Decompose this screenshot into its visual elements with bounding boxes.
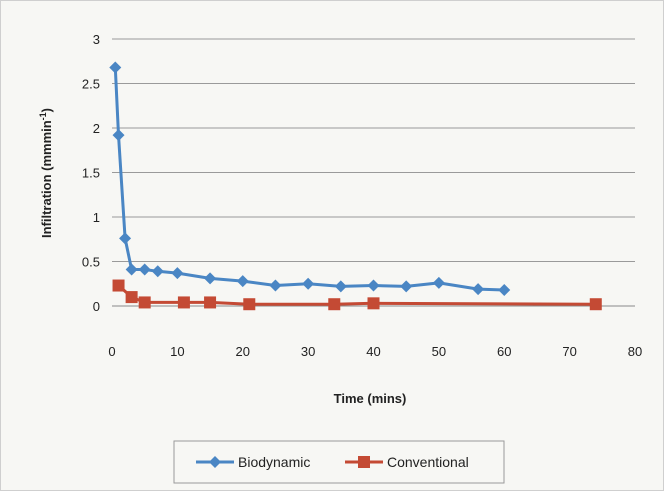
y-tick-label: 0 — [93, 299, 100, 314]
y-tick-label: 1.5 — [82, 166, 100, 181]
y-tick-label: 3 — [93, 32, 100, 47]
data-point — [367, 279, 380, 292]
y-axis-title-main: Infiltration (mmmin — [39, 120, 54, 238]
series-layer — [109, 61, 602, 311]
y-tick-label: 0.5 — [82, 255, 100, 270]
legend-label-conventional: Conventional — [387, 454, 469, 470]
legend-item-biodynamic: Biodynamic — [196, 454, 310, 470]
data-point — [269, 279, 282, 292]
x-tick-label: 60 — [497, 344, 511, 359]
data-point — [138, 296, 151, 309]
data-point — [328, 298, 341, 311]
legend-label-biodynamic: Biodynamic — [238, 454, 310, 470]
data-point — [243, 298, 256, 311]
series-line-biodynamic — [113, 67, 505, 292]
y-tick-label: 1 — [93, 210, 100, 225]
data-point — [204, 296, 217, 309]
x-tick-label: 30 — [301, 344, 315, 359]
data-point — [112, 129, 125, 142]
data-point — [125, 263, 138, 276]
y-tick-label: 2.5 — [82, 77, 100, 92]
data-point — [400, 280, 413, 293]
y-tick-label: 2 — [93, 121, 100, 136]
legend-marker-biodynamic — [209, 456, 221, 468]
y-axis-title-superscript: -1 — [38, 112, 48, 120]
data-point — [334, 280, 347, 293]
data-point — [177, 296, 190, 309]
data-point — [112, 279, 125, 292]
gridlines — [112, 38, 635, 262]
x-tick-labels: 0 10 20 30 40 50 60 70 80 — [108, 344, 642, 359]
x-tick-label: 20 — [236, 344, 250, 359]
y-axis-title-close: ) — [39, 108, 54, 112]
data-point — [498, 283, 511, 296]
x-tick-label: 80 — [628, 344, 642, 359]
series-biodynamic — [109, 61, 511, 296]
x-tick-label: 40 — [366, 344, 380, 359]
series-line-conventional — [117, 284, 596, 306]
data-point — [119, 232, 132, 245]
legend-marker-conventional — [358, 456, 370, 468]
data-point — [367, 297, 380, 310]
data-point — [125, 291, 138, 304]
x-tick-label: 0 — [108, 344, 115, 359]
data-point — [204, 272, 217, 285]
x-tick-label: 70 — [562, 344, 576, 359]
x-tick-label: 10 — [170, 344, 184, 359]
data-point — [151, 265, 164, 278]
legend: Biodynamic Conventional — [173, 440, 505, 484]
y-axis-title: Infiltration (mmmin-1) — [38, 108, 54, 238]
data-point — [472, 283, 485, 296]
series-conventional — [112, 279, 602, 311]
legend-item-conventional: Conventional — [345, 454, 469, 470]
x-axis-title: Time (mins) — [334, 391, 407, 406]
data-point — [138, 263, 151, 276]
data-point — [432, 276, 445, 289]
y-tick-labels: 0 0.5 1 1.5 2 2.5 3 — [82, 32, 100, 314]
data-point — [171, 267, 184, 280]
data-point — [589, 298, 602, 311]
data-point — [236, 275, 249, 288]
data-point — [302, 277, 315, 290]
data-point — [109, 61, 122, 74]
x-tick-label: 50 — [432, 344, 446, 359]
